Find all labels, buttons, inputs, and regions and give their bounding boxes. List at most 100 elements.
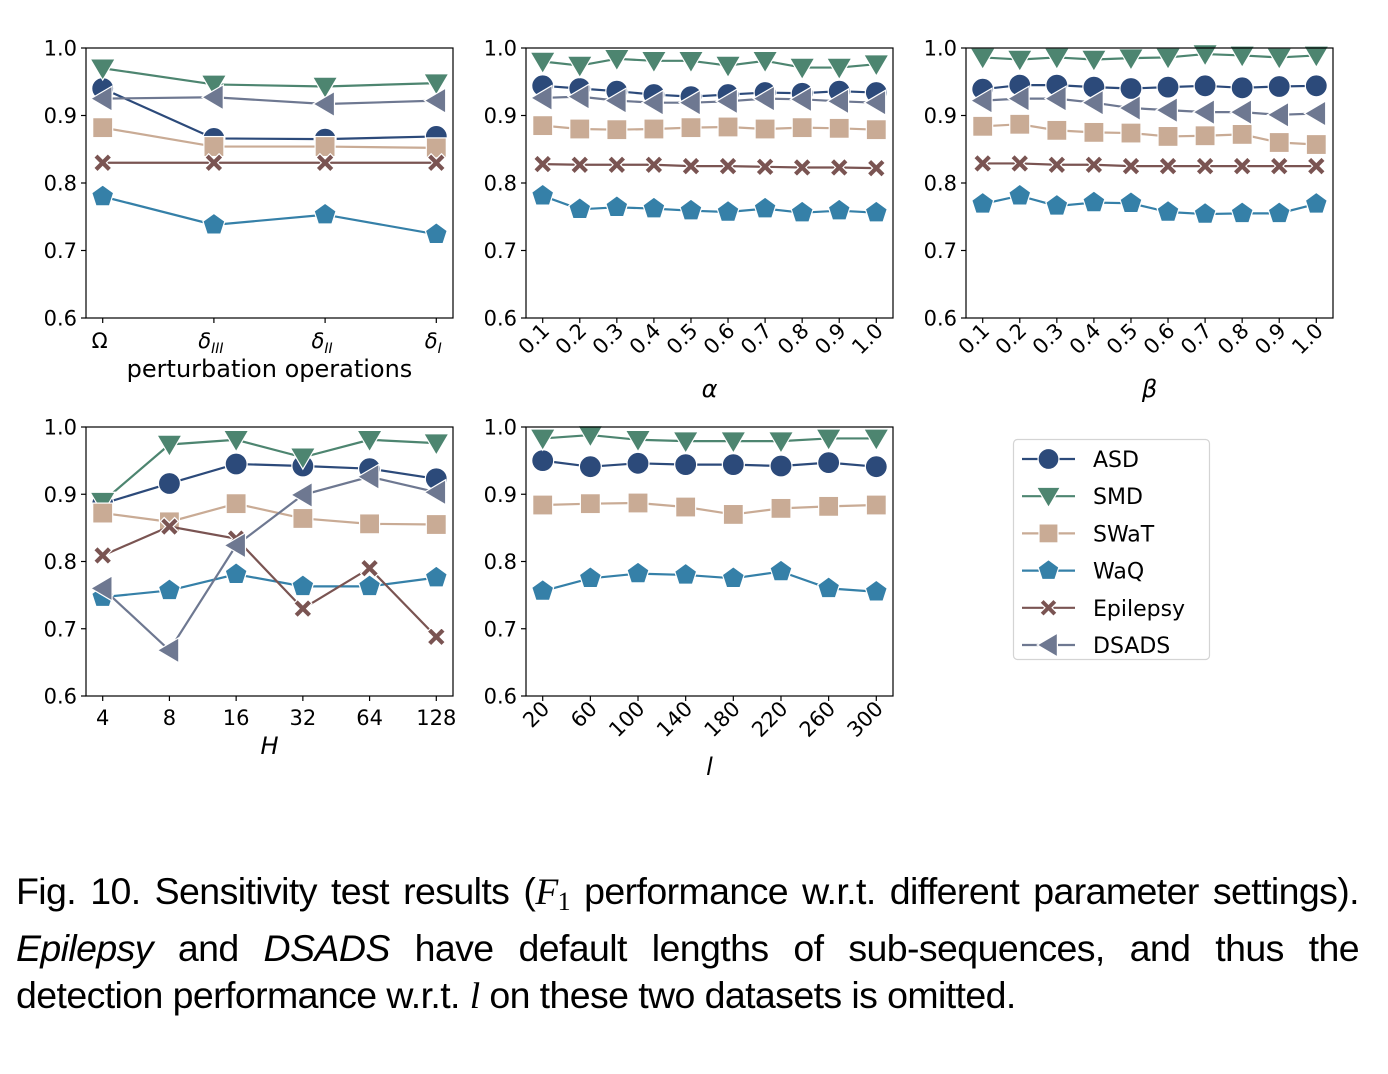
data-point-waq <box>202 212 226 235</box>
series-line-swat <box>102 126 437 149</box>
data-point-swat <box>1120 122 1142 144</box>
series-line-swat <box>102 502 437 526</box>
data-point-swat <box>292 507 314 530</box>
series-epilepsy <box>972 153 1327 176</box>
x-tick-label: 260 <box>795 697 840 742</box>
data-point-waq <box>531 578 555 601</box>
legend-label: Epilepsy <box>1093 597 1185 622</box>
data-point-swat <box>1231 123 1253 146</box>
caption-text-5: on these two datasets is omitted. <box>479 974 1016 1016</box>
data-point-smd <box>825 57 853 81</box>
legend-entry-smd: SMD <box>1022 485 1143 510</box>
data-point-swat <box>754 118 776 140</box>
data-point-epilepsy <box>718 156 738 176</box>
series-smd <box>529 48 890 81</box>
data-point-waq <box>91 184 115 207</box>
series-epilepsy <box>92 516 447 647</box>
data-point-asd <box>1230 76 1254 100</box>
data-point-waq <box>679 198 703 221</box>
data-point-epilepsy <box>92 545 113 566</box>
data-point-epilepsy <box>92 152 113 173</box>
data-point-swat <box>675 496 697 518</box>
legend-marker-triangle-down <box>1035 486 1062 509</box>
data-point-dsads <box>714 87 739 115</box>
caption-math-f: F <box>535 872 558 913</box>
data-point-epilepsy <box>829 157 850 178</box>
subplot-alpha: 0.60.70.80.91.00.10.20.30.40.50.60.70.80… <box>484 37 894 403</box>
data-point-swat <box>722 503 744 526</box>
data-point-epilepsy <box>204 152 224 173</box>
series-line-dsads <box>102 96 437 106</box>
data-point-smd <box>815 428 843 452</box>
data-point-smd <box>422 73 450 97</box>
data-point-swat <box>425 513 447 536</box>
x-tick-label: 0.1 <box>514 319 555 360</box>
series-line-waq <box>102 195 437 236</box>
data-point-waq <box>864 200 888 223</box>
legend-marker-square <box>1038 523 1059 544</box>
data-point-epilepsy <box>1195 156 1215 176</box>
data-point-dsads <box>677 89 701 117</box>
y-tick-label: 0.9 <box>44 104 77 128</box>
y-tick-label: 1.0 <box>44 37 77 61</box>
data-point-swat <box>627 492 649 514</box>
series-line-swat <box>982 123 1317 146</box>
series-line-asd <box>102 462 437 505</box>
axes-frame <box>85 47 454 319</box>
data-point-dsads <box>566 83 590 111</box>
x-tick-label: Ω <box>92 329 108 353</box>
subplot-H: 0.6 0.7 0.8 0.9 1.0 4 8 16 32 64 128 H <box>44 416 457 761</box>
series-line-asd <box>982 84 1317 91</box>
data-point-swat <box>314 135 336 158</box>
data-point-smd <box>862 428 890 452</box>
x-axis-label: H <box>260 732 278 760</box>
data-point-epilepsy <box>426 626 447 647</box>
y-tick-label: 0.8 <box>44 550 77 574</box>
x-tick-label: 1.0 <box>1287 319 1328 360</box>
data-point-smd <box>862 54 890 78</box>
x-tick-label: 220 <box>747 697 792 742</box>
data-point-epilepsy <box>1232 156 1253 176</box>
legend-entry-dsads: DSADS <box>1022 632 1170 659</box>
y-tick-label: 0.6 <box>44 685 77 709</box>
data-point-swat <box>92 117 114 139</box>
x-tick-label: 32 <box>289 706 316 730</box>
data-point-waq <box>1119 191 1143 214</box>
data-point-dsads <box>423 478 447 506</box>
data-point-dsads <box>156 636 180 664</box>
series-line-waq <box>982 194 1317 216</box>
data-point-smd <box>1302 45 1330 69</box>
data-point-dsads <box>1080 89 1104 117</box>
data-point-swat <box>770 497 792 519</box>
legend-marker-triangle-left <box>1036 632 1059 658</box>
data-point-asd <box>1267 74 1291 99</box>
data-point-swat <box>203 135 225 158</box>
y-tick-label: 1.0 <box>484 37 517 61</box>
series-waq <box>531 183 888 223</box>
data-point-smd <box>1265 47 1293 71</box>
x-tick-label: 180 <box>700 697 745 742</box>
legend: ASD SMD SWaT WaQ Epilepsy DSADS <box>1012 438 1211 661</box>
figure-caption: Fig. 10. Sensitivity test results (F1 pe… <box>16 868 1360 1020</box>
data-point-swat <box>532 494 554 516</box>
series-smd <box>89 58 450 100</box>
data-point-waq <box>827 198 851 221</box>
data-point-waq <box>721 566 745 589</box>
caption-fig-label: Fig. 10. <box>16 870 141 912</box>
data-point-dsads <box>423 87 447 115</box>
data-point-dsads <box>789 85 813 113</box>
data-point-waq <box>424 565 448 588</box>
data-point-smd <box>155 434 183 458</box>
x-tick-label: 0.7 <box>736 319 777 360</box>
series-waq <box>91 184 448 245</box>
x-tick-label: 0.1 <box>954 319 995 360</box>
data-point-smd <box>356 429 384 453</box>
data-point-waq <box>1082 190 1106 213</box>
subplot-beta: 0.60.70.80.91.00.10.20.30.40.50.60.70.80… <box>924 37 1334 403</box>
series-smd <box>529 425 890 455</box>
x-axis-label: perturbation operations <box>127 355 413 383</box>
data-point-swat <box>1009 113 1031 135</box>
x-tick-label: 0.8 <box>773 319 814 360</box>
y-tick-label: 0.7 <box>484 239 517 263</box>
y-tick-label: 0.9 <box>484 104 517 128</box>
